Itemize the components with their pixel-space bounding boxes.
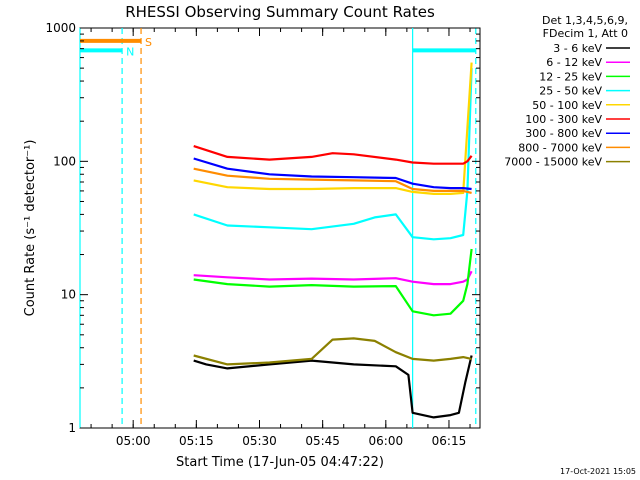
marker-lines [79,28,477,428]
y-tick-label: 1000 [45,21,76,35]
x-tick-label: 05:15 [179,434,214,448]
y-tick-label: 1 [68,421,76,435]
legend-label: 100 - 300 keV [525,113,602,126]
x-axis: 05:00 05:15 05:30 05:45 06:00 06:15 [90,28,471,448]
series-lines [193,62,473,419]
chart-title: RHESSI Observing Summary Count Rates [125,3,435,21]
series-line-800-7000-kev [193,167,472,194]
legend-label: 300 - 800 keV [525,127,602,140]
y-tick-label: 100 [53,154,76,168]
x-axis-label: Start Time (17-Jun-05 04:47:22) [176,455,384,470]
x-tick-label: 05:00 [116,434,151,448]
legend-label: 800 - 7000 keV [518,141,602,154]
series-line-12-25-kev [193,248,473,317]
plot-area: NS [79,27,481,429]
series-line-7000-15000-kev [193,337,472,366]
legend-label: 6 - 12 keV [546,56,602,69]
legend-header-line-1: Det 1,3,4,5,6,9, [542,14,628,27]
attenuator-label: S [145,36,152,49]
legend-label: 25 - 50 keV [539,85,602,98]
x-tick-label: 06:15 [432,434,467,448]
legend-label: 7000 - 15000 keV [504,156,602,169]
series-line-25-50-kev [193,68,473,241]
y-axis: 1 10 100 1000 [45,21,480,435]
y-axis-label: Count Rate (s⁻¹ detector⁻¹) [23,140,38,317]
legend-label: 12 - 25 keV [539,70,602,83]
series-line-100-300-kev [193,145,473,165]
legend-header-line-2: FDecim 1, Att 0 [543,27,628,40]
series-line-3-6-kev [193,355,473,419]
legend-label: 3 - 6 keV [553,42,602,55]
legend: Det 1,3,4,5,6,9, FDecim 1, Att 0 3 - 6 k… [504,14,630,169]
x-tick-label: 06:00 [369,434,404,448]
attenuator-label: N [126,45,134,58]
x-tick-label: 05:45 [305,434,340,448]
x-tick-label: 05:30 [242,434,277,448]
series-line-50-100-kev [193,62,473,195]
y-tick-label: 10 [61,288,76,302]
generation-timestamp: 17-Oct-2021 15:05 [560,467,636,476]
attenuator-state-lines: NS [80,36,476,58]
series-line-300-800-kev [193,157,472,191]
legend-label: 50 - 100 keV [532,99,602,112]
series-line-6-12-kev [193,270,473,286]
